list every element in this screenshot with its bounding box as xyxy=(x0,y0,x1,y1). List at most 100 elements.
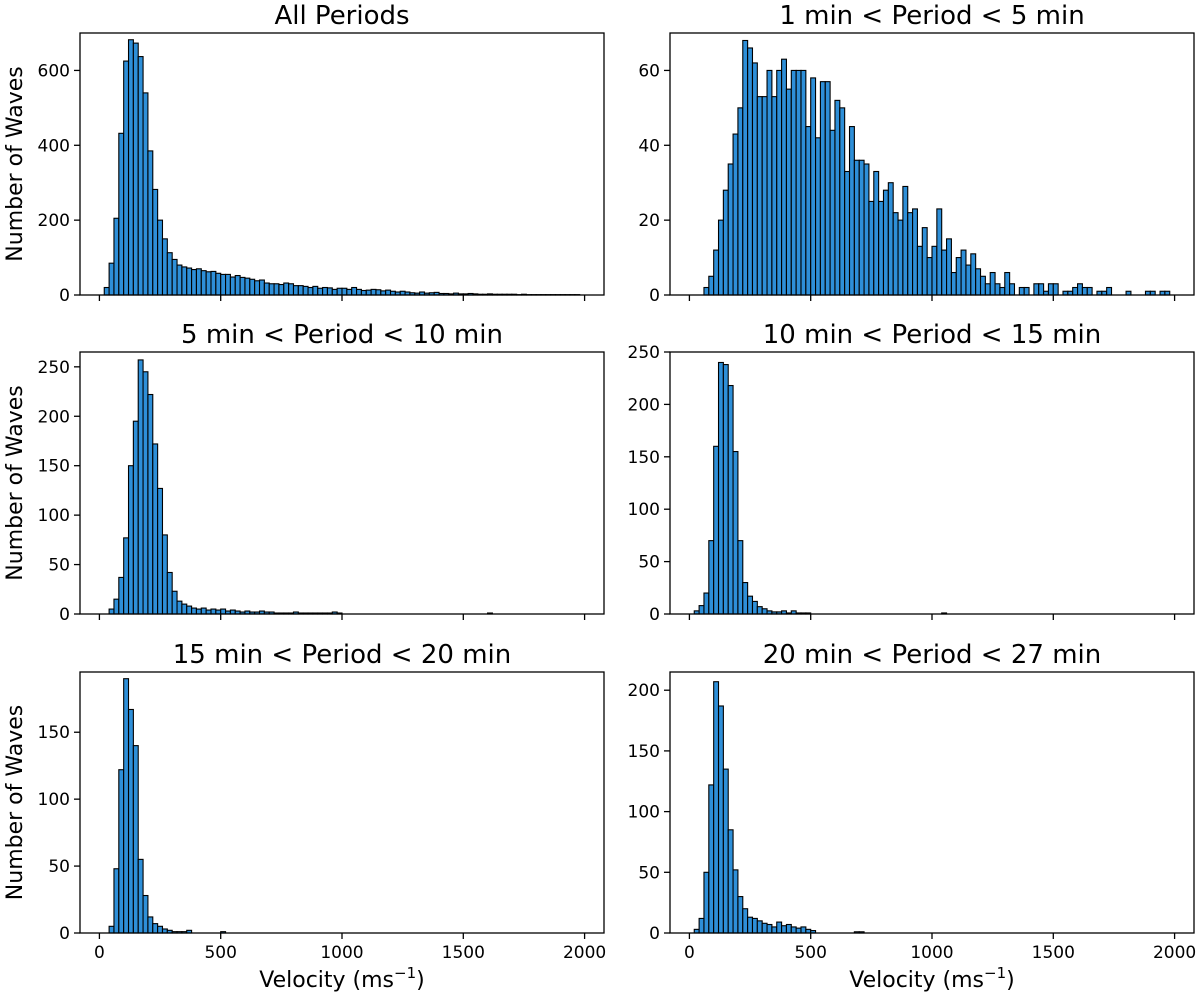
histogram-bar xyxy=(912,208,918,296)
histogram-bar xyxy=(727,829,734,934)
histogram-bar xyxy=(176,264,183,296)
histogram-bar xyxy=(737,107,744,296)
panel-title: 10 min < Period < 15 min xyxy=(763,320,1101,350)
histogram-bar xyxy=(210,270,217,296)
y-tick-label: 250 xyxy=(628,343,660,363)
histogram-bar xyxy=(103,286,110,296)
histogram-bar xyxy=(722,768,729,934)
histogram-bar xyxy=(127,39,134,296)
histogram-bar xyxy=(771,96,778,296)
histogram-panel: 0 50 100 150 200 250 10 min < Period < 15 min xyxy=(628,320,1195,625)
histogram-bar xyxy=(326,287,333,296)
histogram-bar xyxy=(771,926,778,934)
histogram-bar xyxy=(878,200,885,296)
histogram-bar xyxy=(166,252,173,296)
histogram-bar xyxy=(751,917,758,934)
histogram-bar xyxy=(902,185,909,296)
histogram-bar xyxy=(181,603,188,615)
histogram-bar xyxy=(761,922,768,934)
x-tick-label: 1500 xyxy=(442,943,485,963)
histogram-bar xyxy=(960,249,967,296)
histogram-bars xyxy=(108,359,493,615)
histogram-bar xyxy=(147,393,154,615)
histogram-bar xyxy=(152,188,159,296)
histogram-bar xyxy=(132,42,139,296)
histogram-bar xyxy=(302,285,309,296)
histogram-bar xyxy=(708,275,715,296)
histogram-panel: 0 50 100 150 200 250 5 min < Period < 10 min Nu… xyxy=(3,320,605,625)
x-axis-label: Velocity (ms−1) xyxy=(849,964,1015,993)
histogram-bar xyxy=(800,926,807,934)
histogram-bar xyxy=(317,287,324,296)
histogram-bar xyxy=(713,681,720,934)
histogram-bar xyxy=(975,268,982,296)
histogram-bar xyxy=(370,288,377,296)
y-tick-label: 0 xyxy=(59,286,70,306)
histogram-bar xyxy=(921,227,928,296)
histogram-bar xyxy=(926,257,933,296)
histogram-bar xyxy=(152,443,159,615)
y-tick-label: 40 xyxy=(638,136,660,156)
histogram-bar xyxy=(137,858,144,934)
histogram-bar xyxy=(161,534,168,615)
y-tick-label: 0 xyxy=(59,924,70,944)
histogram-bar xyxy=(946,238,952,296)
histogram-bar xyxy=(200,607,207,615)
histogram-bar xyxy=(805,126,812,296)
histogram-bar xyxy=(742,908,749,934)
histogram-bar xyxy=(1009,283,1016,296)
histogram-bar xyxy=(844,170,851,296)
histogram-bar xyxy=(800,69,807,296)
histogram-bar xyxy=(994,283,1001,296)
histogram-bar xyxy=(829,129,836,296)
histogram-bar xyxy=(936,208,943,296)
y-tick-label: 150 xyxy=(38,723,70,743)
histogram-bar xyxy=(781,58,787,296)
histogram-bar xyxy=(166,571,173,615)
histogram-bar xyxy=(142,92,149,296)
histogram-bar xyxy=(132,745,139,934)
histogram-bar xyxy=(970,253,977,296)
histogram-bar xyxy=(244,277,251,296)
histogram-bar xyxy=(157,925,164,934)
histogram-bar xyxy=(157,487,164,615)
y-tick-label: 60 xyxy=(638,61,660,81)
histogram-bar xyxy=(747,595,754,615)
y-tick-label: 100 xyxy=(628,500,660,520)
histogram-bar xyxy=(292,285,299,296)
histogram-bar xyxy=(1004,271,1011,296)
histogram-bar xyxy=(756,606,763,615)
histogram-bar xyxy=(113,598,120,615)
panel-title: All Periods xyxy=(274,1,409,31)
y-tick-label: 200 xyxy=(628,395,660,415)
y-tick-label: 0 xyxy=(59,605,70,625)
y-tick-label: 50 xyxy=(638,863,660,883)
y-tick-label: 0 xyxy=(649,924,660,944)
y-tick-label: 150 xyxy=(628,448,660,468)
histogram-bar xyxy=(365,289,372,296)
histogram-bar xyxy=(751,62,758,296)
histogram-bars xyxy=(103,39,581,296)
histogram-bar xyxy=(360,289,367,296)
x-axis-label: Velocity (ms−1) xyxy=(259,964,425,993)
y-tick-label: 50 xyxy=(638,553,660,573)
histogram-bar xyxy=(341,287,348,296)
histogram-bar xyxy=(979,275,986,296)
histogram-bar xyxy=(273,283,280,296)
histogram-bar xyxy=(263,282,270,296)
histogram-bar xyxy=(703,592,710,615)
histogram-bar xyxy=(351,286,358,296)
y-tick-label: 100 xyxy=(628,803,660,823)
x-tick-label: 2000 xyxy=(563,943,606,963)
histogram-bar xyxy=(717,361,724,615)
histogram-bar xyxy=(297,285,304,296)
panel-title: 15 min < Period < 20 min xyxy=(173,640,511,670)
histogram-bar xyxy=(1047,283,1054,296)
histogram-panel: 0 200 400 600 All Periods Number of Waves xyxy=(3,1,605,306)
histogram-bar xyxy=(191,607,197,615)
histogram-bar xyxy=(795,927,802,934)
histogram-bar xyxy=(249,278,256,296)
histogram-bar xyxy=(931,245,938,296)
